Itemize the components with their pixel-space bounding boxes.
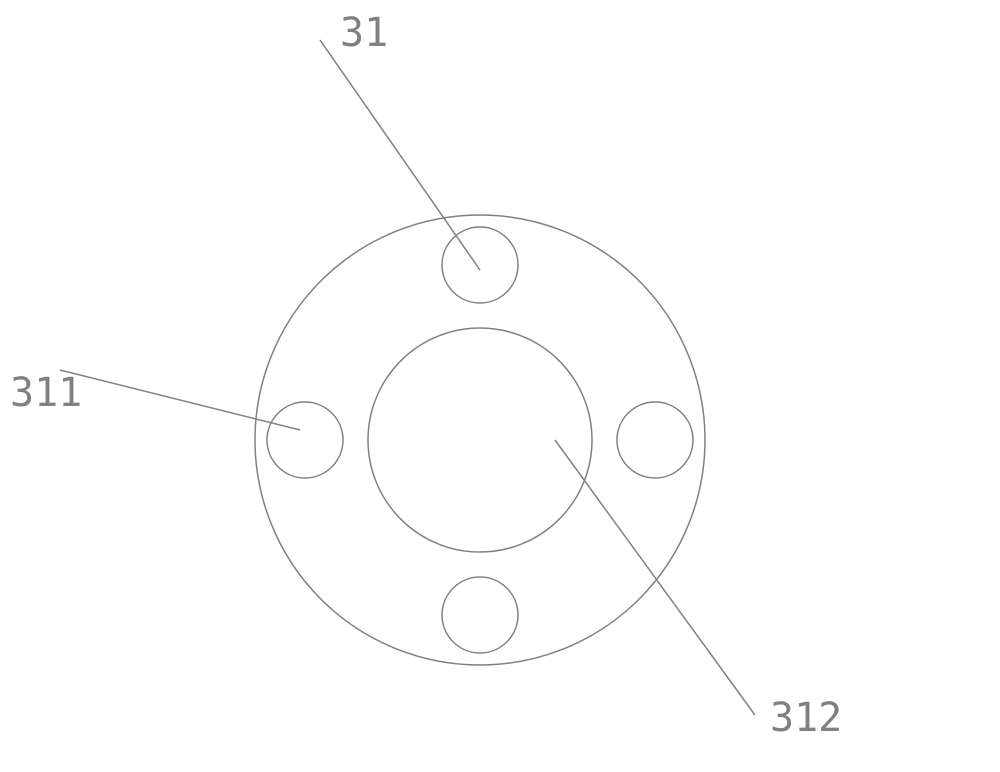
flange-outer	[255, 215, 705, 665]
bolt-hole-0	[617, 402, 693, 478]
flange-bore	[368, 328, 592, 552]
diagram-canvas: 31 311 312	[0, 0, 1000, 772]
leader-312	[555, 440, 755, 715]
label-31: 31	[340, 10, 388, 56]
label-311: 311	[10, 370, 82, 416]
bolt-hole-1	[442, 577, 518, 653]
bolt-hole-2	[267, 402, 343, 478]
leader-31	[320, 40, 480, 270]
label-312: 312	[770, 695, 842, 741]
bolt-hole-3	[442, 227, 518, 303]
